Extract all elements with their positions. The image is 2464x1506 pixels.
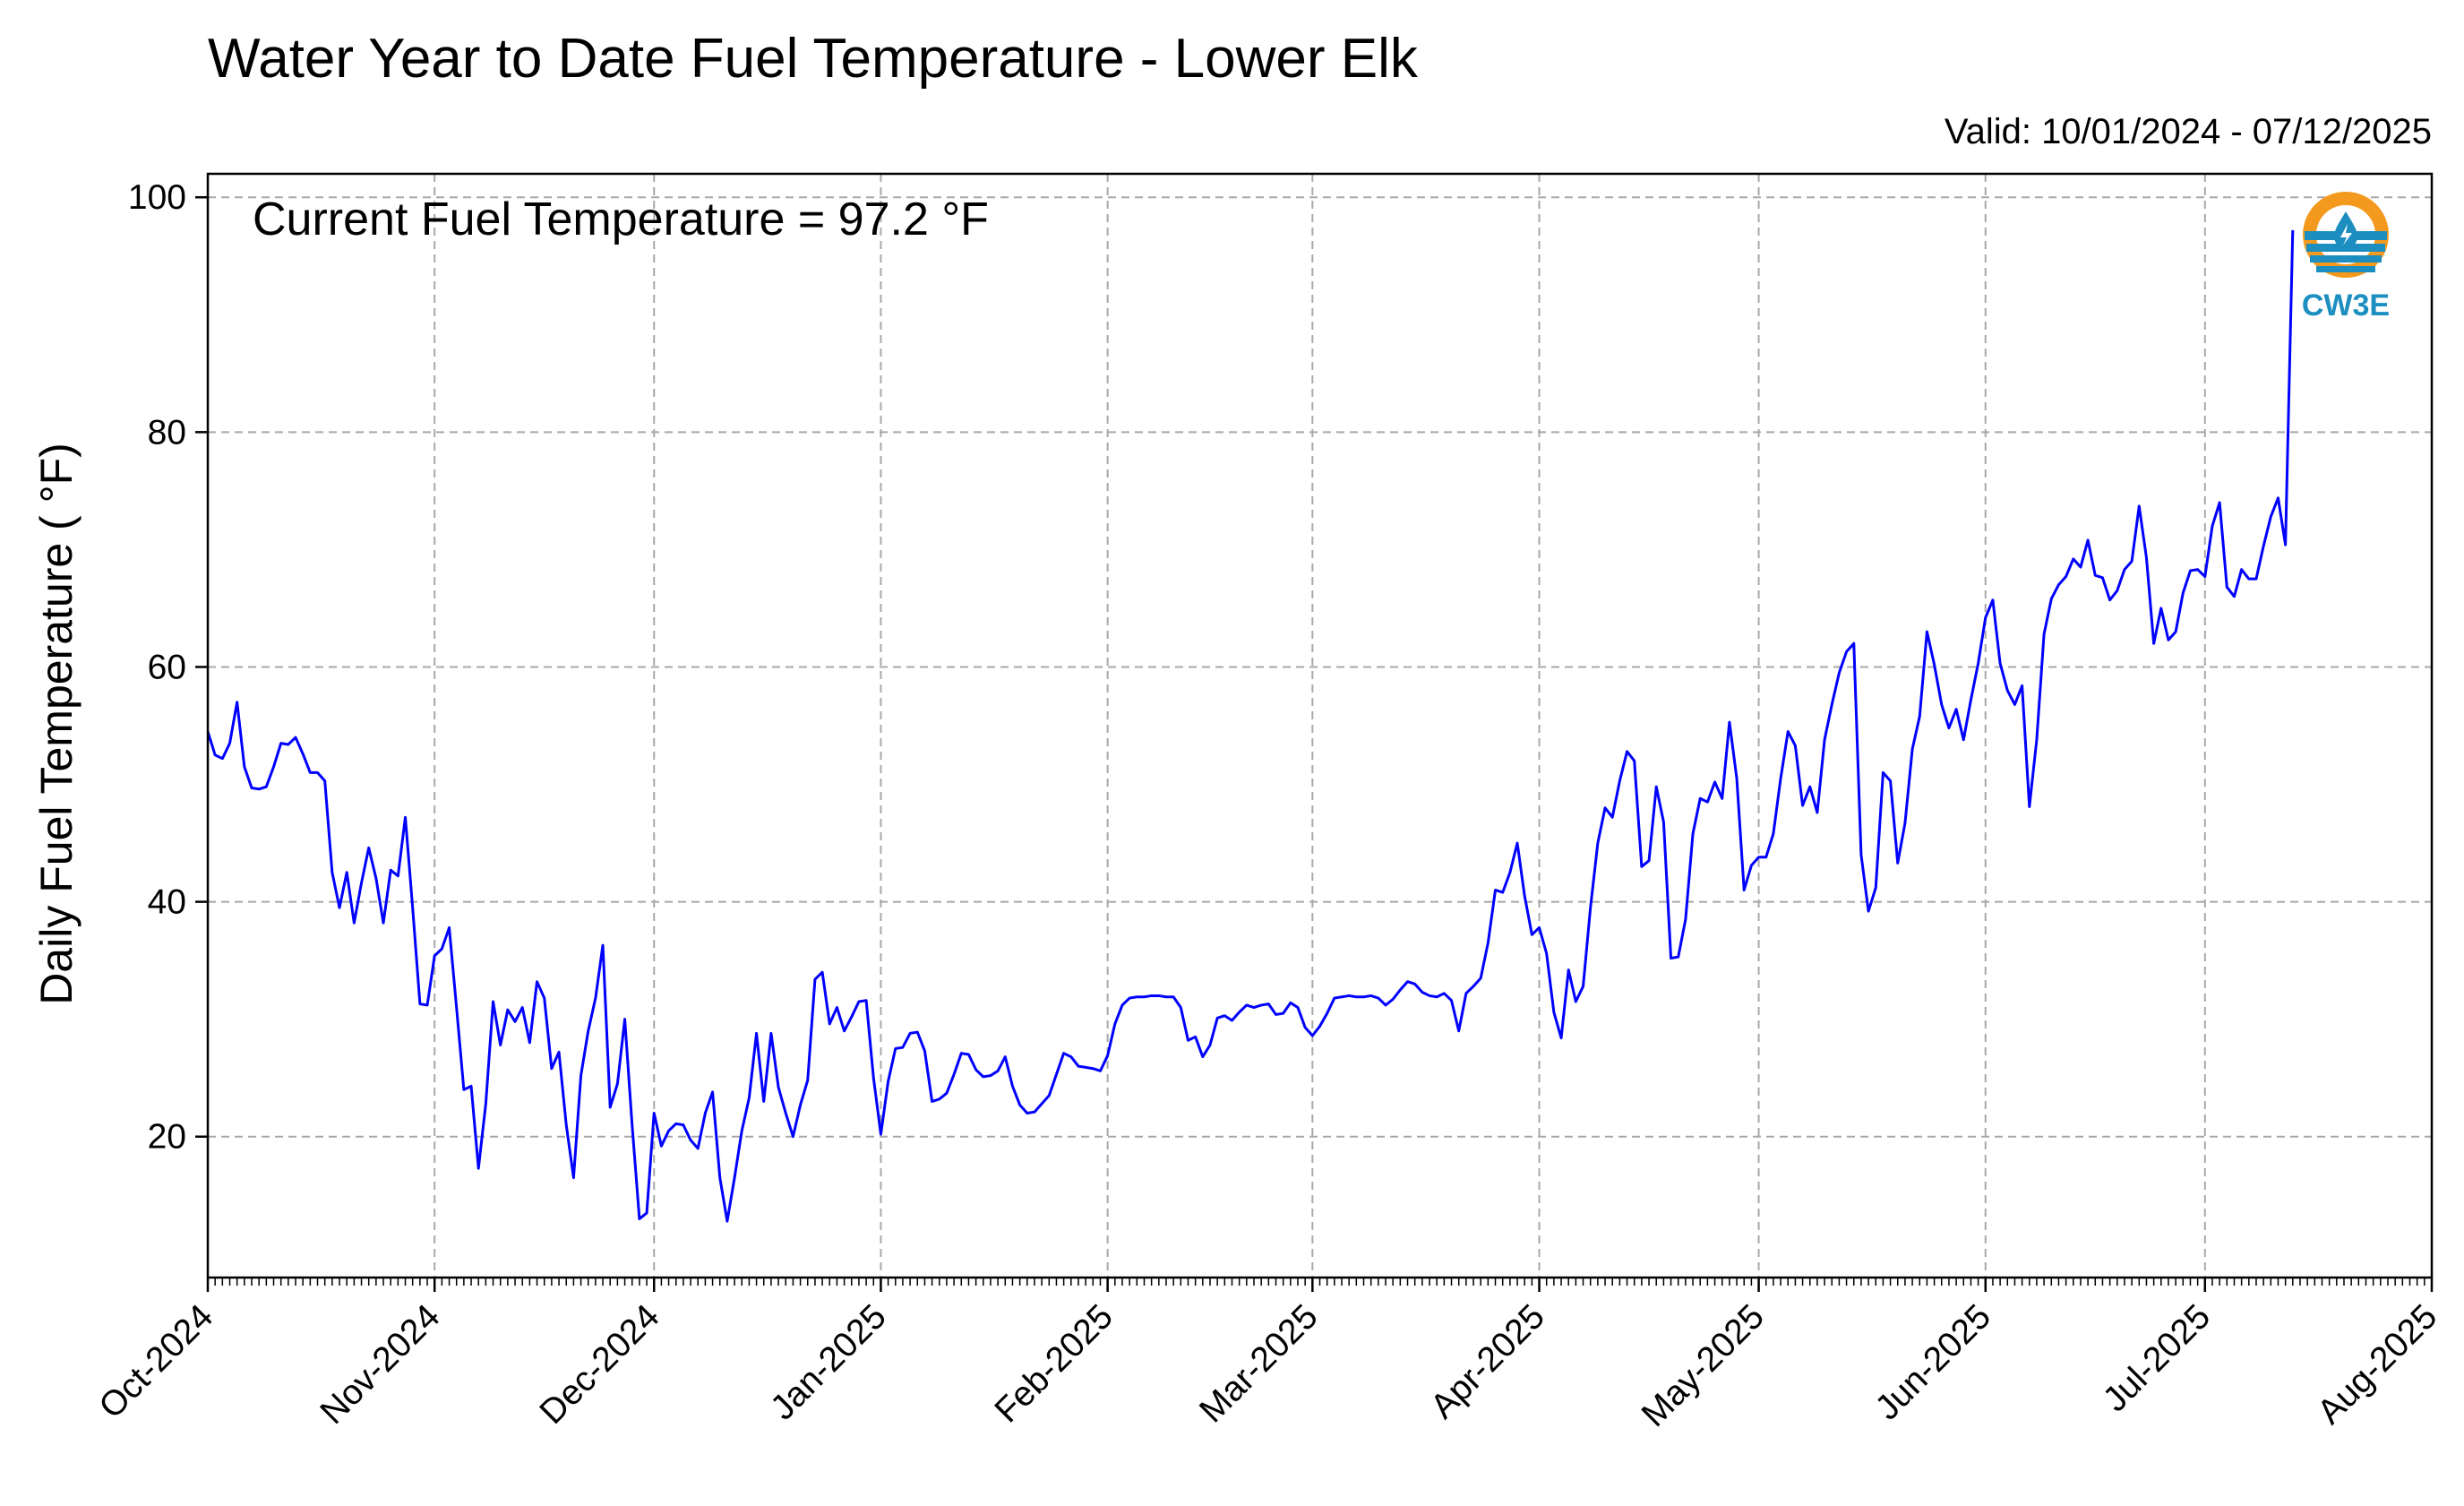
- chart-title: Water Year to Date Fuel Temperature - Lo…: [208, 28, 1419, 90]
- x-tick-label-Jan-2025: Jan-2025: [763, 1297, 893, 1427]
- y-tick-label-60: 60: [148, 648, 186, 686]
- y-axis-label: Daily Fuel Temperature ( °F): [31, 443, 82, 1005]
- x-tick-label-May-2025: May-2025: [1635, 1297, 1772, 1434]
- water-drop-logo-icon: [2303, 192, 2389, 278]
- x-tick-label-Mar-2025: Mar-2025: [1192, 1297, 1325, 1430]
- x-tick-label-Aug-2025: Aug-2025: [2310, 1297, 2444, 1432]
- y-tick-label-40: 40: [148, 883, 186, 922]
- x-tick-label-Dec-2024: Dec-2024: [533, 1297, 667, 1432]
- y-tick-label-100: 100: [128, 178, 186, 217]
- current-fuel-temperature-annotation: Current Fuel Temperature = 97.2 °F: [253, 194, 989, 245]
- x-tick-label-Oct-2024: Oct-2024: [92, 1297, 221, 1426]
- plot-frame: [206, 172, 2434, 1279]
- series-line-fuel-temperature: [206, 229, 2295, 1223]
- x-tick-label-Jun-2025: Jun-2025: [1868, 1297, 1998, 1427]
- grid-lines: [208, 174, 2432, 1278]
- y-axis-tick-labels: 20 40 60 80 100: [128, 178, 186, 1157]
- y-tick-label-20: 20: [148, 1118, 186, 1157]
- x-axis-minor-ticks: [207, 1278, 2433, 1286]
- x-tick-label-Nov-2024: Nov-2024: [313, 1297, 448, 1432]
- logo-text: CW3E: [2302, 288, 2390, 323]
- x-axis-tick-labels: Oct-2024 Nov-2024 Dec-2024 Jan-2025 Feb-2025…: [92, 1297, 2445, 1434]
- x-tick-label-Apr-2025: Apr-2025: [1423, 1297, 1552, 1426]
- cw3e-logo: CW3E: [2302, 192, 2390, 323]
- x-tick-label-Feb-2025: Feb-2025: [988, 1297, 1120, 1430]
- x-tick-label-Jul-2025: Jul-2025: [2096, 1297, 2218, 1419]
- valid-date-range: Valid: 10/01/2024 - 07/12/2025: [1945, 112, 2432, 151]
- axis-major-ticks: [195, 195, 2434, 1292]
- y-tick-label-80: 80: [148, 413, 186, 452]
